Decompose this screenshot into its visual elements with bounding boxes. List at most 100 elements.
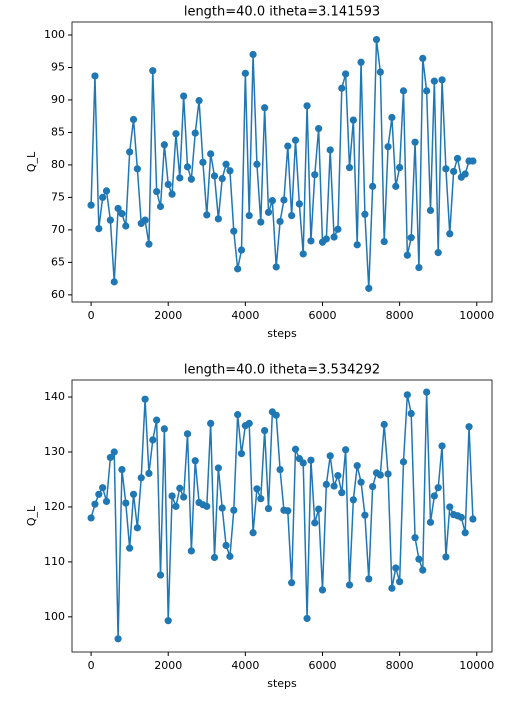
point xyxy=(384,143,392,151)
y-tick-label: 95 xyxy=(51,60,65,73)
point xyxy=(210,172,219,180)
point xyxy=(203,502,211,510)
point xyxy=(257,495,265,503)
point xyxy=(349,496,357,504)
point xyxy=(334,472,342,480)
point xyxy=(423,388,431,396)
point xyxy=(187,547,195,555)
point xyxy=(137,474,145,482)
point xyxy=(361,210,369,218)
point xyxy=(195,97,203,105)
point xyxy=(365,575,373,583)
point xyxy=(399,458,408,466)
point xyxy=(315,124,323,133)
point xyxy=(338,84,346,92)
point xyxy=(369,483,377,491)
point xyxy=(106,216,114,224)
point xyxy=(291,445,300,453)
point xyxy=(434,484,442,492)
point xyxy=(299,459,307,467)
point xyxy=(145,240,153,248)
x-tick-label: 10000 xyxy=(459,659,494,672)
plot-frame xyxy=(71,379,493,653)
point xyxy=(411,138,419,146)
point xyxy=(434,249,442,257)
point xyxy=(91,500,99,508)
point xyxy=(245,419,253,428)
point xyxy=(207,419,215,428)
y-tick-label: 110 xyxy=(44,555,65,568)
point xyxy=(288,579,296,587)
point xyxy=(99,193,107,202)
point xyxy=(461,529,469,537)
point xyxy=(102,497,111,506)
point xyxy=(315,505,323,513)
point xyxy=(141,216,149,224)
point xyxy=(168,190,176,198)
point xyxy=(126,544,134,552)
point xyxy=(87,201,95,209)
point xyxy=(384,470,392,478)
point xyxy=(426,518,435,526)
point xyxy=(311,171,319,179)
point xyxy=(318,586,327,594)
point xyxy=(241,69,249,77)
y-tick-label: 65 xyxy=(51,255,65,268)
point xyxy=(199,158,207,166)
point xyxy=(372,35,381,44)
point xyxy=(214,464,222,472)
y-tick-label: 70 xyxy=(51,223,65,236)
point xyxy=(268,197,276,205)
point xyxy=(91,72,99,80)
chart: length=40.0 itheta=3.534292 steps Q_L 0 2000… xyxy=(25,363,494,691)
point xyxy=(207,150,215,158)
point xyxy=(187,175,195,183)
x-tick-label: 0 xyxy=(88,659,95,672)
point xyxy=(261,426,269,435)
y-tick-label: 75 xyxy=(51,190,65,203)
point xyxy=(237,246,246,254)
point xyxy=(249,529,257,537)
point xyxy=(280,196,288,204)
point xyxy=(230,506,238,514)
point xyxy=(122,222,130,230)
point xyxy=(415,555,423,563)
point xyxy=(430,77,438,85)
point xyxy=(288,211,296,220)
point xyxy=(210,553,219,562)
point xyxy=(133,165,141,173)
x-tick-label: 2000 xyxy=(154,659,182,672)
point xyxy=(369,182,377,190)
point xyxy=(465,423,473,431)
point xyxy=(303,102,311,110)
point xyxy=(299,250,307,258)
x-tick-label: 0 xyxy=(88,309,95,322)
point xyxy=(164,617,172,625)
point xyxy=(272,411,280,419)
point xyxy=(426,206,435,214)
point xyxy=(149,436,157,444)
point xyxy=(153,416,161,424)
point xyxy=(237,450,246,458)
point xyxy=(338,489,346,497)
x-tick-label: 6000 xyxy=(308,659,336,672)
point xyxy=(357,478,365,486)
point xyxy=(156,571,165,579)
point xyxy=(234,411,242,419)
point xyxy=(442,165,450,173)
x-axis-label: steps xyxy=(267,327,297,340)
point xyxy=(450,167,458,176)
point xyxy=(149,67,157,75)
point xyxy=(180,92,188,100)
point xyxy=(110,448,118,456)
point xyxy=(357,58,365,66)
point xyxy=(419,566,427,574)
point xyxy=(172,502,180,510)
chart-title: length=40.0 itheta=3.534292 xyxy=(184,363,380,378)
point xyxy=(114,635,122,643)
point xyxy=(376,68,384,76)
point xyxy=(222,160,230,168)
point xyxy=(141,395,149,403)
point xyxy=(342,446,350,454)
